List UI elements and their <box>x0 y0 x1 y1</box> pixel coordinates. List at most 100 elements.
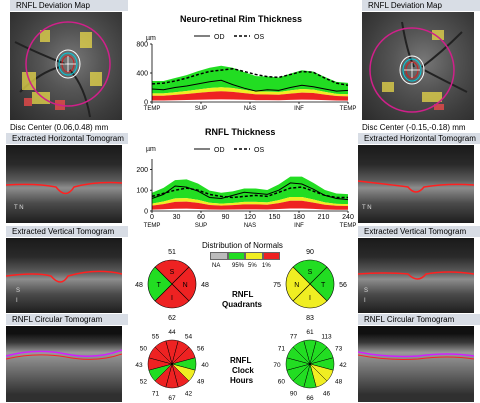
clock-pie: 44 54 56 40 49 42 67 71 52 43 50 55 <box>135 329 209 402</box>
left-horiz-tomogram-marker: T N <box>14 205 24 211</box>
distribution-swatch-green <box>227 252 245 260</box>
quadrant-pie: S 90 T 56 I 83 N 75 <box>273 249 347 320</box>
quadrant-value-bottom: 62 <box>168 315 176 320</box>
distribution-legend <box>210 252 280 260</box>
y-tick-label: 100 <box>136 188 148 195</box>
quadrant-letter: S <box>308 269 313 276</box>
quadrant-letter: I <box>171 295 173 302</box>
quadrant-value-right: 56 <box>339 282 347 289</box>
right-vert-tomogram-title: Extracted Vertical Tomogram <box>358 226 480 237</box>
distribution-swatch-red <box>262 252 280 260</box>
clock-value: 70 <box>273 362 281 369</box>
quadrant-letter: I <box>309 295 311 302</box>
x-tick-label: NAS <box>244 106 256 112</box>
clock-value: 73 <box>335 346 343 353</box>
x-tick-label: INF <box>294 106 304 112</box>
clock-value: 44 <box>168 329 176 336</box>
left-horiz-tomogram: T N <box>6 145 122 223</box>
normal-band-yellow <box>152 87 348 97</box>
clock-sector <box>292 340 311 365</box>
quadrant-sector-right <box>171 266 197 302</box>
right-circ-tomogram <box>358 326 474 402</box>
series-line-od <box>151 182 349 201</box>
clock-value: 40 <box>201 362 209 369</box>
left-vert-tomogram-title: Extracted Vertical Tomogram <box>6 226 128 237</box>
y-tick-label: 0 <box>144 209 148 216</box>
clock-value: 49 <box>197 379 205 386</box>
right-horiz-tomogram-marker: T N <box>362 205 372 211</box>
rnfl-legend-os: OS <box>254 147 264 154</box>
right-vert-tomogram-marker-s: S <box>364 288 369 294</box>
quadrant-letter: T <box>321 282 326 289</box>
clock-value: 66 <box>306 395 314 402</box>
x-tick-label-degrees: 60 <box>197 214 205 221</box>
x-tick-label: TEMP <box>340 106 357 112</box>
clock-value: 52 <box>140 379 148 386</box>
y-tick-label: 200 <box>136 167 148 174</box>
x-tick-label-degrees: 30 <box>173 214 181 221</box>
distribution-label-5: 5% <box>248 263 257 269</box>
quadrant-value-bottom: 83 <box>306 315 314 320</box>
quadrant-value-right: 48 <box>201 282 209 289</box>
x-tick-label: INF <box>294 223 304 229</box>
clock-label-line3: Hours <box>230 376 254 385</box>
clock-value: 42 <box>185 391 193 398</box>
left-deviation-map-title: RNFL Deviation Map <box>10 0 128 11</box>
clock-value: 48 <box>335 379 343 386</box>
quadrant-sector-bottom <box>292 283 328 309</box>
right-horiz-tomogram-title: Extracted Horizontal Tomogram <box>358 133 480 144</box>
quadrant-letter: N <box>294 282 299 289</box>
quadrant-sector-top <box>154 259 190 285</box>
quadrant-sector-left <box>147 266 173 302</box>
clock-value: 43 <box>135 362 143 369</box>
y-tick-label: 0 <box>144 100 148 107</box>
clock-value: 46 <box>323 391 331 398</box>
normal-band-yellow <box>152 196 348 207</box>
x-tick-label: TEMP <box>144 106 161 112</box>
x-tick-label-degrees: 120 <box>244 214 256 221</box>
right-disc-center: Disc Center (-0.15,-0.18) mm <box>362 123 466 132</box>
left-vert-tomogram-marker-s: S <box>16 288 21 294</box>
quadrant-sector-left <box>285 266 311 302</box>
x-tick-label-degrees: 240 <box>342 214 354 221</box>
x-tick-label-degrees: 0 <box>150 214 154 221</box>
quadrant-sector-right <box>309 266 335 302</box>
x-tick-label: TEMP <box>144 223 161 229</box>
clock-value: 56 <box>197 346 205 353</box>
clock-sector <box>154 340 173 365</box>
x-tick-label-degrees: 150 <box>269 214 281 221</box>
clock-value: 113 <box>321 333 332 340</box>
distribution-swatch-na <box>210 252 228 260</box>
quadrant-sector-top <box>292 259 328 285</box>
quadrant-pie: S 51 N 48 I 62 T 48 <box>135 249 209 320</box>
quadrants-label-line1: RNFL <box>232 290 254 299</box>
distribution-label-95: 95% <box>232 263 245 269</box>
distribution-title: Distribution of Normals <box>202 241 283 250</box>
quadrant-letter: S <box>170 269 175 276</box>
nr-chart-title: Neuro-retinal Rim Thickness <box>180 14 303 24</box>
clock-value: 77 <box>290 333 298 340</box>
x-tick-label: SUP <box>195 223 207 229</box>
x-tick-label: SUP <box>195 106 207 112</box>
rnfl-legend-od: OD <box>214 147 225 154</box>
series-line-os <box>151 67 349 87</box>
left-vert-tomogram: S I <box>6 238 122 313</box>
quadrant-letter: N <box>183 282 188 289</box>
right-circ-tomogram-title: RNFL Circular Tomogram <box>358 314 480 325</box>
y-tick-label: 400 <box>136 71 148 78</box>
rnfl-quadrants-charts: S 51 N 48 I 62 T 48 S 90 T 56 I 83 N 75 <box>135 249 347 320</box>
clock-value: 67 <box>168 395 176 402</box>
rnfl-unit-label: µm <box>146 146 156 153</box>
right-vert-tomogram: S I <box>358 238 474 313</box>
clock-value: 60 <box>278 379 286 386</box>
left-circ-tomogram-title: RNFL Circular Tomogram <box>6 314 128 325</box>
clock-label-line1: RNFL <box>230 356 252 365</box>
normal-band-red <box>152 91 348 101</box>
nr-rim-chart: µm OD OS 0 400 800 TEMP SUP NAS INF TEMP <box>136 34 357 112</box>
nr-legend-od: OD <box>214 34 225 41</box>
y-tick-label: 800 <box>136 42 148 49</box>
series-line-od <box>151 79 349 92</box>
right-deviation-map-image <box>362 12 474 120</box>
x-tick-label: TEMP <box>340 223 357 229</box>
